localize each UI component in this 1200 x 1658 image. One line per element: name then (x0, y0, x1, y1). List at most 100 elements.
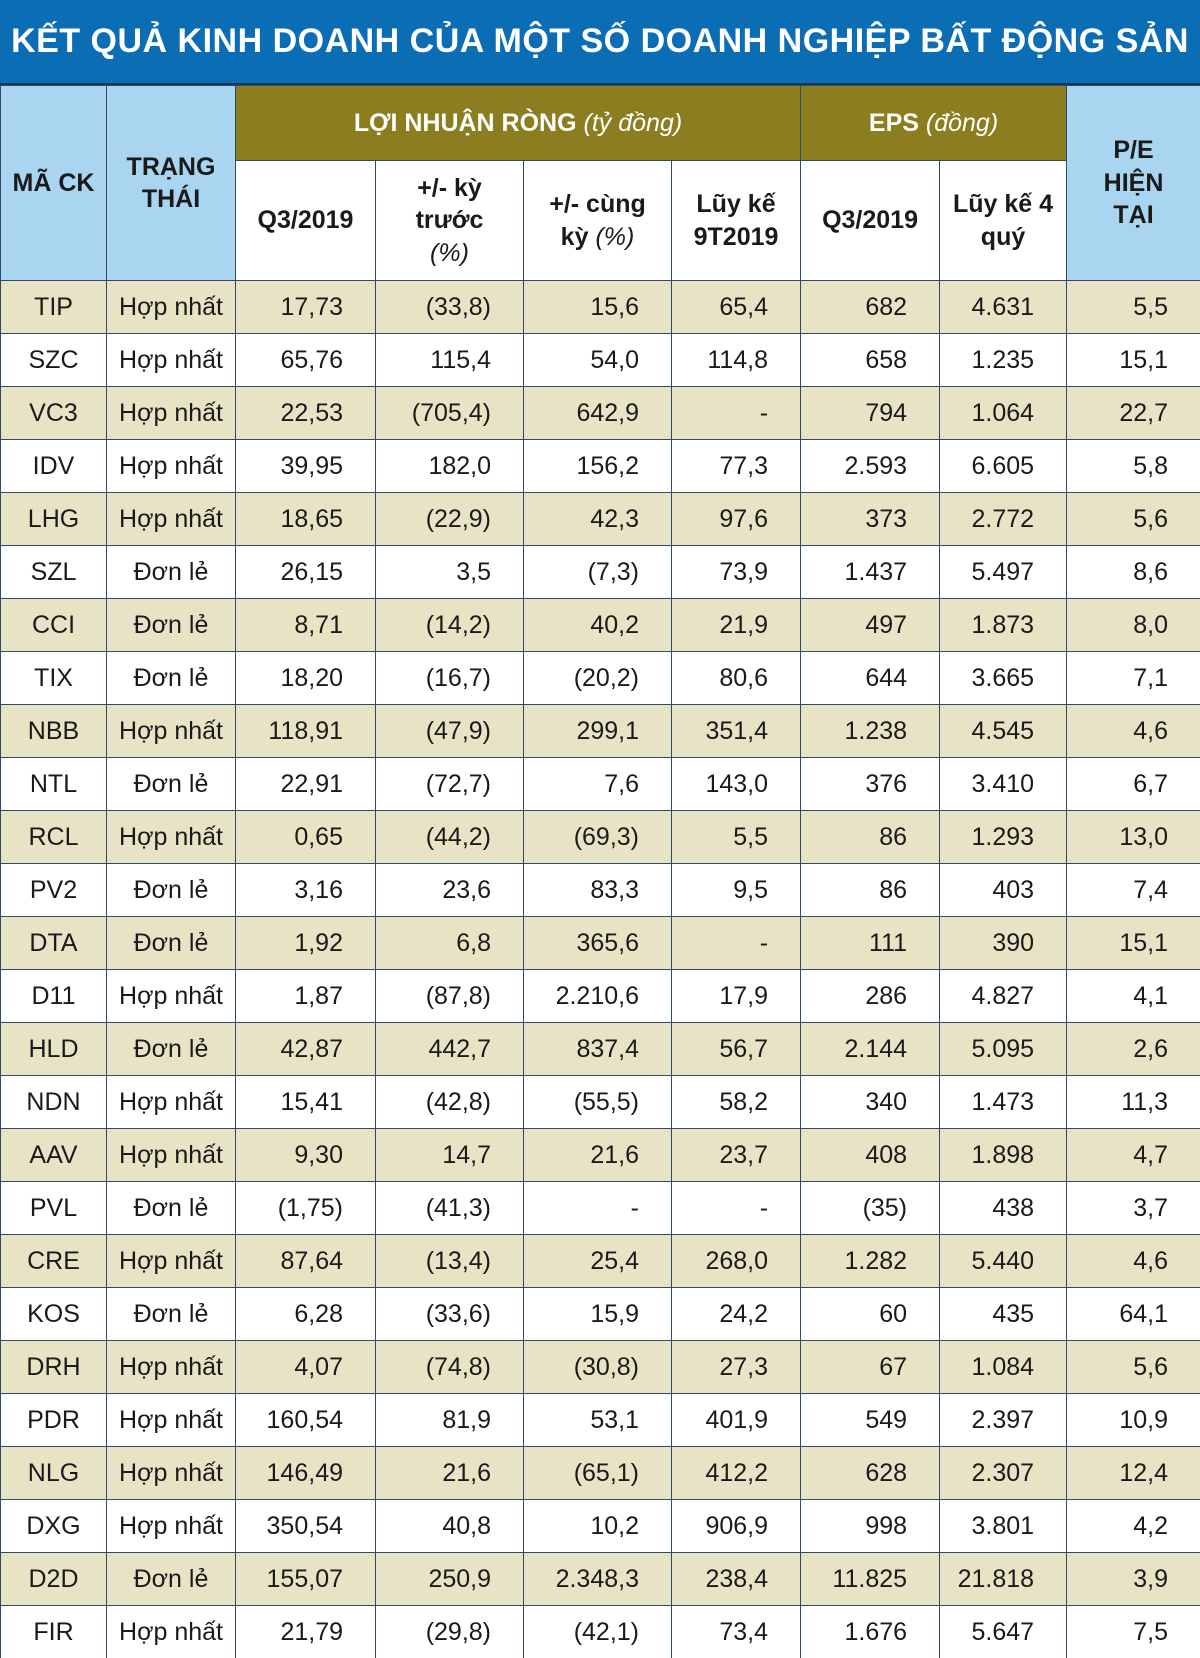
table-row: SZC Hợp nhất 65,76 115,4 54,0 114,8 658 1.235 15… (0, 333, 1200, 387)
eps-q3-cell: 549 (800, 1393, 941, 1447)
eps-4q-cell: 2.397 (939, 1393, 1068, 1447)
eps-q3-cell: 998 (800, 1499, 941, 1553)
subheader: Q3/2019 (235, 160, 376, 281)
profit-9m-cell: 77,3 (670, 439, 802, 493)
profit-yoy-cell: 2.210,6 (523, 969, 672, 1023)
profit-q3-cell: 42,87 (235, 1022, 376, 1076)
pe-cell: 4,6 (1066, 1234, 1200, 1288)
table-row: DTA Đơn lẻ 1,92 6,8 365,6-111 390 15,1 (0, 916, 1200, 970)
eps-4q-cell: 5.647 (939, 1605, 1068, 1658)
eps-4q-cell: 4.545 (939, 704, 1068, 758)
status-cell: Đơn lẻ (106, 757, 236, 811)
table-row: D11 Hợp nhất 1,87 (87,8) 2.210,6 17,9 286 4.827… (0, 969, 1200, 1023)
subheader-text: Q3/2019 (814, 204, 926, 237)
pe-cell: 5,6 (1066, 492, 1200, 546)
profit-qoq-cell: 23,6 (375, 863, 524, 917)
profit-q3-cell: 18,20 (235, 651, 376, 705)
profit-q3-cell: 155,07 (235, 1552, 376, 1606)
profit-9m-cell: 27,3 (670, 1340, 802, 1394)
profit-9m-cell: 21,9 (670, 598, 802, 652)
status-cell: Đơn lẻ (106, 651, 236, 705)
profit-qoq-cell: (74,8) (375, 1340, 524, 1394)
profit-q3-cell: 17,73 (235, 280, 376, 334)
code-cell: RCL (0, 810, 107, 864)
profit-9m-cell: 65,4 (670, 280, 802, 334)
table-row: IDV Hợp nhất 39,95 182,0 156,2 77,3 2.593 6.605… (0, 439, 1200, 493)
profit-yoy-cell: 15,9 (523, 1287, 672, 1341)
eps-4q-cell: 1.473 (939, 1075, 1068, 1129)
eps-q3-cell: 408 (800, 1128, 941, 1182)
profit-yoy-cell: 42,3 (523, 492, 672, 546)
subheader-label: Lũy kế 4 quý (953, 190, 1054, 251)
header-code: MÃ CK (0, 85, 107, 281)
profit-q3-cell: 22,53 (235, 386, 376, 440)
profit-q3-cell: 0,65 (235, 810, 376, 864)
code-cell: SZL (0, 545, 107, 599)
profit-qoq-cell: (72,7) (375, 757, 524, 811)
header-unit: (đồng) (925, 108, 999, 137)
code-cell: HLD (0, 1022, 107, 1076)
code-cell: SZC (0, 333, 107, 387)
status-cell: Hợp nhất (106, 1605, 236, 1658)
profit-qoq-cell: 40,8 (375, 1499, 524, 1553)
eps-q3-cell: 682 (800, 280, 941, 334)
profit-q3-cell: 18,65 (235, 492, 376, 546)
profit-q3-cell: 21,79 (235, 1605, 376, 1658)
status-cell: Hợp nhất (106, 1340, 236, 1394)
eps-q3-cell: 340 (800, 1075, 941, 1129)
table-row: TIP Hợp nhất 17,73 (33,8) 15,6 65,4 682 4.631 5,… (0, 280, 1200, 334)
profit-qoq-cell: 6,8 (375, 916, 524, 970)
results-table: MÃ CK TRẠNG THÁI LỢI NHUẬN RÒNG (tỷ đồng… (0, 85, 1200, 1658)
profit-9m-cell: 23,7 (670, 1128, 802, 1182)
eps-q3-cell: 2.144 (800, 1022, 941, 1076)
status-cell: Hợp nhất (106, 1446, 236, 1500)
code-cell: PDR (0, 1393, 107, 1447)
profit-9m-cell: 268,0 (670, 1234, 802, 1288)
profit-qoq-cell: (14,2) (375, 598, 524, 652)
code-cell: NBB (0, 704, 107, 758)
code-cell: LHG (0, 492, 107, 546)
profit-9m-cell: 24,2 (670, 1287, 802, 1341)
eps-4q-cell: 3.801 (939, 1499, 1068, 1553)
eps-q3-cell: 1.282 (800, 1234, 941, 1288)
status-cell: Hợp nhất (106, 1128, 236, 1182)
status-cell: Đơn lẻ (106, 863, 236, 917)
profit-9m-cell: 906,9 (670, 1499, 802, 1553)
profit-9m-cell: 351,4 (670, 704, 802, 758)
profit-9m-cell: - (670, 386, 802, 440)
profit-q3-cell: 146,49 (235, 1446, 376, 1500)
profit-q3-cell: 87,64 (235, 1234, 376, 1288)
status-cell: Hợp nhất (106, 1499, 236, 1553)
subheader: +/- cùng kỳ (%) (523, 160, 672, 281)
table-row: HLD Đơn lẻ 42,87 442,7 837,4 56,7 2.144 5.095 2,… (0, 1022, 1200, 1076)
profit-qoq-cell: (44,2) (375, 810, 524, 864)
pe-cell: 8,6 (1066, 545, 1200, 599)
profit-9m-cell: 412,2 (670, 1446, 802, 1500)
profit-9m-cell: - (670, 1181, 802, 1235)
subheader-text: Lũy kế 9T2019 (680, 188, 792, 253)
profit-qoq-cell: (29,8) (375, 1605, 524, 1658)
profit-yoy-cell: 10,2 (523, 1499, 672, 1553)
subheader: +/- kỳ trước (%) (375, 160, 524, 281)
eps-4q-cell: 403 (939, 863, 1068, 917)
code-cell: DTA (0, 916, 107, 970)
eps-q3-cell: 286 (800, 969, 941, 1023)
code-cell: NDN (0, 1075, 107, 1129)
profit-q3-cell: (1,75) (235, 1181, 376, 1235)
table-row: KOS Đơn lẻ 6,28 (33,6) 15,9 24,2 60 435 64,1 (0, 1287, 1200, 1341)
profit-yoy-cell: (55,5) (523, 1075, 672, 1129)
profit-yoy-cell: (30,8) (523, 1340, 672, 1394)
profit-9m-cell: 58,2 (670, 1075, 802, 1129)
pe-cell: 6,7 (1066, 757, 1200, 811)
eps-q3-cell: 658 (800, 333, 941, 387)
pe-cell: 8,0 (1066, 598, 1200, 652)
status-cell: Đơn lẻ (106, 916, 236, 970)
profit-qoq-cell: (13,4) (375, 1234, 524, 1288)
profit-qoq-cell: 250,9 (375, 1552, 524, 1606)
subheader-label: Lũy kế 9T2019 (693, 190, 779, 251)
profit-q3-cell: 1,92 (235, 916, 376, 970)
pe-cell: 11,3 (1066, 1075, 1200, 1129)
pe-cell: 22,7 (1066, 386, 1200, 440)
profit-9m-cell: 143,0 (670, 757, 802, 811)
profit-qoq-cell: (705,4) (375, 386, 524, 440)
